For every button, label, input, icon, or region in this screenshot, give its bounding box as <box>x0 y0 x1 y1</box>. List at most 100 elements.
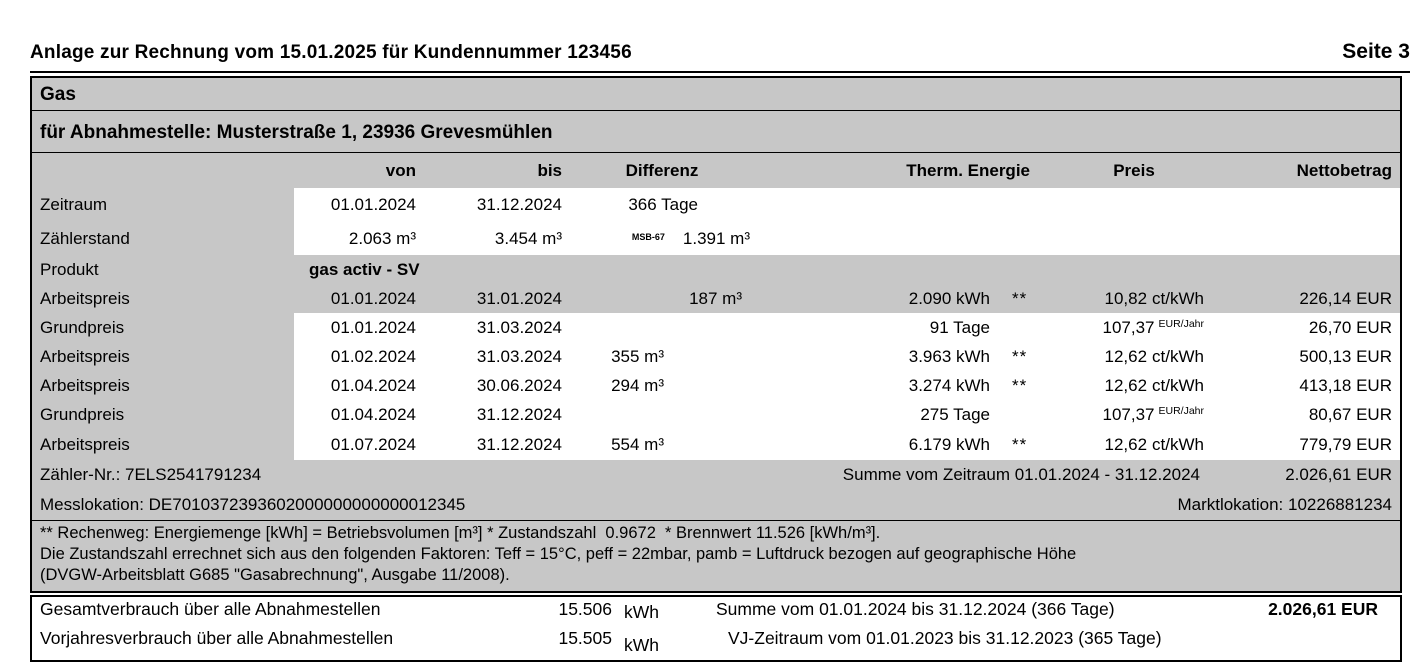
previous-year-label: Vorjahresverbrauch über alle Abnahmestel… <box>40 628 394 648</box>
cell-nettobetrag: 26,70 EUR <box>1308 317 1392 337</box>
row-label: Zeitraum <box>40 195 108 214</box>
cell-nettobetrag: 413,18 EUR <box>1299 375 1392 395</box>
row-label: Arbeitspreis <box>40 288 130 308</box>
cell-von: 01.04.2024 <box>330 405 416 424</box>
cell-differenz: 187 m³ <box>689 288 742 308</box>
cell-tage: 275 Tage <box>920 405 990 424</box>
footnote-marker: ** <box>1012 346 1028 366</box>
section-title-gas: Gas <box>32 78 1400 111</box>
cell-nettobetrag: 80,67 EUR <box>1308 405 1392 424</box>
row-label: Arbeitspreis <box>40 375 130 395</box>
total-consumption-value: 15.506 <box>558 599 612 619</box>
row-label: Produkt <box>40 259 99 279</box>
total-consumption-unit: kWh <box>624 602 659 622</box>
cell-nettobetrag: 226,14 EUR <box>1299 288 1392 308</box>
cell-von: 01.02.2024 <box>330 346 416 366</box>
cell-nettobetrag: 500,13 EUR <box>1299 346 1392 366</box>
cell-nettobetrag: 779,79 EUR <box>1299 435 1392 454</box>
cell-differenz: 554 m³ <box>611 435 664 454</box>
previous-year-unit: kWh <box>624 635 659 655</box>
price-unit: EUR/Jahr <box>1158 317 1204 330</box>
table-row-zaehlerstand: Zählerstand 2.063 m³ 3.454 m³ MSB-67 1.3… <box>32 222 1400 255</box>
total-consumption-row: Gesamtverbrauch über alle Abnahmestellen… <box>32 599 1400 628</box>
row-label: Arbeitspreis <box>40 435 130 454</box>
cell-bis: 31.12.2024 <box>476 195 562 214</box>
cell-tage: 91 Tage <box>929 317 990 337</box>
footnote-rechenweg: ** Rechenweg: Energiemenge [kWh] = Betri… <box>40 524 881 542</box>
cell-therm-energie: 2.090 kWh <box>908 288 990 308</box>
table-row-grundpreis: Grundpreis 01.01.2024 31.03.2024 91 Tage… <box>32 313 1400 342</box>
price-unit: EUR/Jahr <box>1158 405 1204 417</box>
gas-billing-table: Gas für Abnahmestelle: Musterstraße 1, 2… <box>30 76 1402 593</box>
row-label: Grundpreis <box>40 405 125 424</box>
column-header-row: von bis Differenz Therm. Energie Preis N… <box>32 153 1400 188</box>
footnote-marker: ** <box>1012 435 1028 454</box>
col-header-nettobetrag: Nettobetrag <box>1296 160 1392 180</box>
period-sum-label: Summe vom Zeitraum 01.01.2024 - 31.12.20… <box>842 465 1200 484</box>
totals-box: Gesamtverbrauch über alle Abnahmestellen… <box>30 595 1402 662</box>
document-title: Anlage zur Rechnung vom 15.01.2025 für K… <box>30 42 632 63</box>
msb-code: MSB-67 <box>631 231 665 242</box>
col-header-bis: bis <box>537 160 562 180</box>
table-row-arbeitspreis: Arbeitspreis 01.04.2024 30.06.2024 294 m… <box>32 371 1400 400</box>
cell-differenz: 294 m³ <box>611 375 664 395</box>
row-label: Grundpreis <box>40 317 125 337</box>
cell-bis: 31.01.2024 <box>476 288 562 308</box>
page-number: Seite 3 <box>1342 40 1410 63</box>
cell-von: 01.01.2024 <box>330 195 416 214</box>
total-period-summary: Summe vom 01.01.2024 bis 31.12.2024 (366… <box>716 599 1115 619</box>
footnote-marker: ** <box>1012 375 1028 395</box>
footnote-dvgw: (DVGW-Arbeitsblatt G685 "Gasabrechnung",… <box>40 566 510 584</box>
previous-year-row: Vorjahresverbrauch über alle Abnahmestel… <box>32 628 1400 657</box>
price-unit: ct/kWh <box>1152 435 1204 454</box>
cell-differenz: MSB-67 1.391 m³ <box>562 229 762 249</box>
cell-preis: 10,82 ct/kWh <box>1104 288 1205 308</box>
cell-bis: 31.03.2024 <box>476 346 562 366</box>
row-label: Zählerstand <box>40 228 130 248</box>
meter-number: Zähler-Nr.: 7ELS2541791234 <box>40 465 262 484</box>
table-row-zeitraum: Zeitraum 01.01.2024 31.12.2024 366 Tage <box>32 188 1400 222</box>
location-row: Messlokation: DE701037239360200000000000… <box>32 490 1400 520</box>
cell-von: 01.07.2024 <box>330 435 416 454</box>
total-consumption-label: Gesamtverbrauch über alle Abnahmestellen <box>40 599 381 619</box>
footnote-zustandszahl: Die Zustandszahl errechnet sich aus den … <box>40 545 1077 563</box>
footnote-marker: ** <box>1012 288 1028 308</box>
cell-bis: 31.12.2024 <box>476 405 562 424</box>
col-header-therm-energie: Therm. Energie <box>906 160 1030 180</box>
period-sum-value: 2.026,61 EUR <box>1285 465 1392 484</box>
meter-difference: 1.391 m³ <box>682 228 750 248</box>
cell-bis: 3.454 m³ <box>494 228 562 248</box>
table-row-arbeitspreis: Arbeitspreis 01.07.2024 31.12.2024 554 m… <box>32 430 1400 460</box>
delivery-point-subtitle: für Abnahmestelle: Musterstraße 1, 23936… <box>32 111 1400 153</box>
cell-von: 01.01.2024 <box>330 288 416 308</box>
row-label: Arbeitspreis <box>40 346 130 366</box>
table-row-arbeitspreis: Arbeitspreis 01.02.2024 31.03.2024 355 m… <box>32 342 1400 371</box>
total-amount: 2.026,61 EUR <box>1268 599 1378 619</box>
calculation-footnotes: ** Rechenweg: Energiemenge [kWh] = Betri… <box>32 520 1400 591</box>
previous-year-summary: VJ-Zeitraum vom 01.01.2023 bis 31.12.202… <box>728 628 1162 648</box>
marktlokation-id: Marktlokation: 10226881234 <box>1177 495 1392 514</box>
cell-bis: 31.12.2024 <box>476 435 562 454</box>
cell-bis: 31.03.2024 <box>476 317 562 337</box>
cell-bis: 30.06.2024 <box>476 375 562 395</box>
meter-sum-row: Zähler-Nr.: 7ELS2541791234 Summe vom Zei… <box>32 460 1400 490</box>
cell-therm-energie: 3.963 kWh <box>908 346 990 366</box>
cell-von: 01.01.2024 <box>330 317 416 337</box>
price-unit: ct/kWh <box>1152 288 1204 308</box>
table-row-grundpreis: Grundpreis 01.04.2024 31.12.2024 275 Tag… <box>32 400 1400 430</box>
document-header: Anlage zur Rechnung vom 15.01.2025 für K… <box>30 40 1410 73</box>
cell-therm-energie: 6.179 kWh <box>908 435 990 454</box>
col-header-preis: Preis <box>1113 160 1155 180</box>
table-row-arbeitspreis: Arbeitspreis 01.01.2024 31.01.2024 187 m… <box>32 284 1400 313</box>
cell-preis: 12,62 ct/kWh <box>1104 346 1205 366</box>
cell-von: 01.04.2024 <box>330 375 416 395</box>
cell-preis: 12,62 ct/kWh <box>1104 375 1205 395</box>
cell-preis: 12,62 ct/kWh <box>1104 435 1205 454</box>
table-row-produkt: Produkt gas activ - SV <box>32 255 1400 284</box>
cell-preis: 107,37 EUR/Jahr <box>1102 405 1204 424</box>
product-name: gas activ - SV <box>309 259 420 279</box>
col-header-von: von <box>385 160 416 180</box>
price-unit: ct/kWh <box>1152 375 1204 395</box>
cell-von: 2.063 m³ <box>348 228 416 248</box>
